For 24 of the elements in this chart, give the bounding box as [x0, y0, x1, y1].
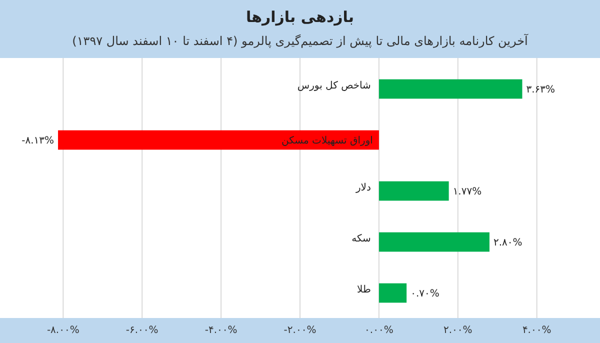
y-tick-label: دلار	[354, 182, 371, 194]
x-tick-label: -۶.۰۰%	[126, 325, 158, 336]
data-label: -۸.۱۳%	[22, 135, 54, 146]
data-label: ۰.۷۰%	[410, 288, 440, 300]
bar	[378, 181, 449, 201]
y-tick-label: سکه	[352, 233, 371, 244]
y-tick-label: طلا	[357, 284, 371, 296]
x-tick-label: -۲.۰۰%	[284, 325, 316, 336]
y-tick-label: اوراق تسهیلات مسکن	[281, 135, 373, 146]
data-label: ۲.۸۰%	[493, 238, 522, 249]
bar	[58, 130, 379, 150]
data-label: ۳.۶۳%	[526, 84, 556, 96]
y-tick-label: شاخص کل بورس	[297, 80, 371, 92]
chart-title: بازدهی بازارها	[246, 8, 354, 26]
chart-subtitle: آخرین کارنامه بازارهای مالی تا پیش از تصمیم‌گیری پالرمو (۴ اسفند تا ۱۰ اسفند سال ۱۳۹۷)	[72, 33, 529, 48]
x-tick-label: ۴.۰۰%	[522, 325, 552, 336]
bar	[378, 79, 522, 99]
data-label: ۱.۷۷%	[452, 186, 482, 198]
bar	[378, 232, 490, 252]
x-tick-label: -۸.۰۰%	[46, 325, 80, 336]
x-tick-label: ۰.۰۰%	[364, 325, 394, 336]
x-tick-label: -۴.۰۰%	[204, 325, 238, 336]
x-tick-label: ۲.۰۰%	[443, 325, 472, 336]
bar	[378, 283, 407, 303]
